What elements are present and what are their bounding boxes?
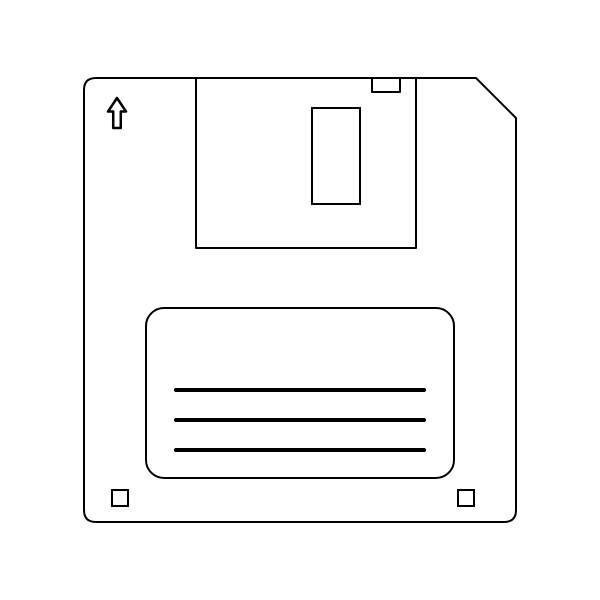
floppy-body — [84, 78, 516, 522]
floppy-disk-icon — [0, 0, 600, 600]
